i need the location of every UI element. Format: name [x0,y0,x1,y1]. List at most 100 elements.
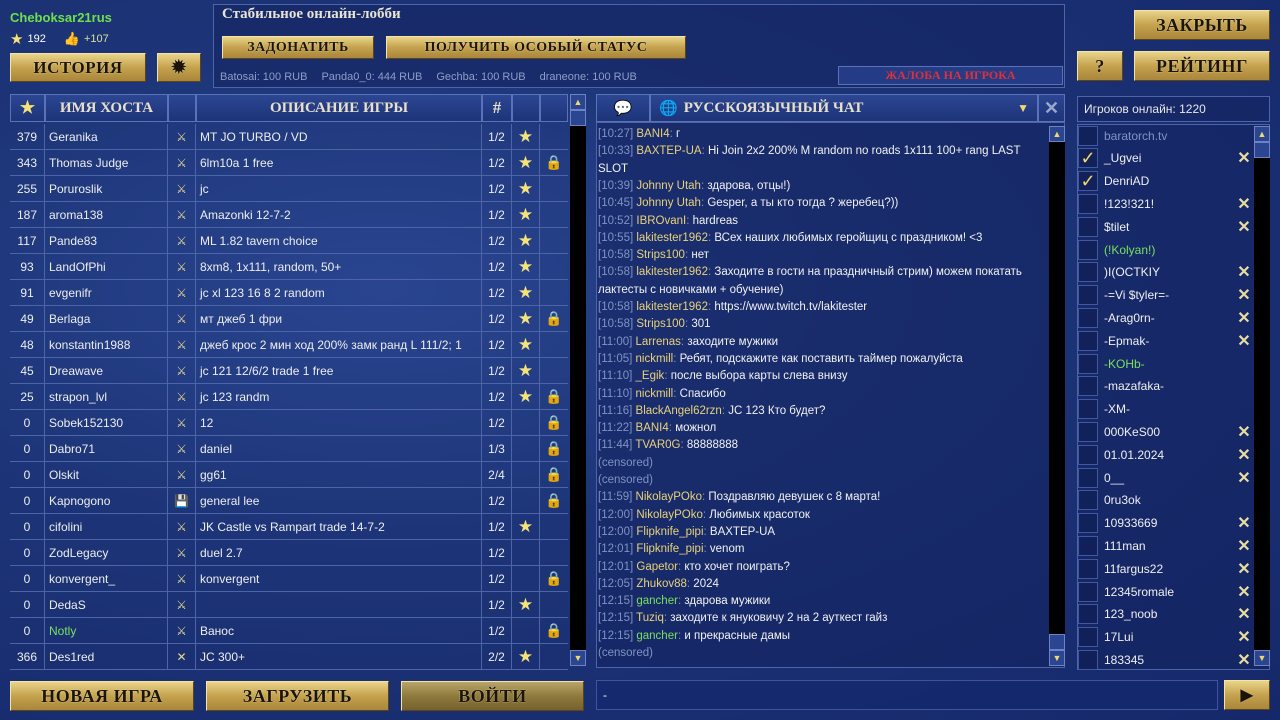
player-checkbox[interactable] [1078,627,1098,648]
message-author[interactable]: gancher [636,629,678,642]
player-item[interactable]: 10933669 ✕ [1078,512,1254,535]
game-row[interactable]: 187 aroma138 ⚔ Amazonki 12-7-2 1/2 ★ [10,202,568,228]
player-checkbox[interactable]: ✓ [1078,148,1098,169]
message-author[interactable]: BANI4 [636,128,670,140]
message-author[interactable]: lakitester1962 [636,231,708,244]
player-item[interactable]: 01.01.2024 ✕ [1078,443,1254,466]
lock-header[interactable] [540,94,568,122]
game-row[interactable]: 0 Kapnogono 💾 general lee 1/2 🔒 [10,488,568,514]
game-row[interactable]: 0 Dabro71 ⚔ daniel 1/3 🔒 [10,436,568,462]
player-checkbox[interactable] [1078,216,1098,237]
player-item[interactable]: 123_noob ✕ [1078,603,1254,626]
players-scrollbar[interactable] [1254,126,1270,666]
player-checkbox[interactable] [1078,558,1098,579]
game-description-header[interactable]: ОПИСАНИЕ ИГРЫ [196,94,482,122]
game-row[interactable]: 366 Des1red ✕ JC 300+ 2/2 ★ [10,644,568,670]
player-checkbox[interactable] [1078,239,1098,260]
game-row[interactable]: 379 Geranika ⚔ MT JO TURBO / VD 1/2 ★ [10,124,568,150]
close-chat-button[interactable]: ✕ [1038,94,1065,122]
game-row[interactable]: 117 Pande83 ⚔ ML 1.82 tavern choice 1/2 … [10,228,568,254]
player-item[interactable]: 12345romale ✕ [1078,580,1254,603]
scroll-thumb[interactable] [1049,634,1065,650]
game-row[interactable]: 0 konvergent_ ⚔ konvergent 1/2 🔒 [10,566,568,592]
game-row[interactable]: 0 cifolini ⚔ JK Castle vs Rampart trade … [10,514,568,540]
player-item[interactable]: 0__ ✕ [1078,466,1254,489]
scroll-thumb[interactable] [1254,142,1270,158]
star-header[interactable] [512,94,540,122]
game-row[interactable]: 91 evgenifr ⚔ jc xl 123 16 8 2 random 1/… [10,280,568,306]
message-author[interactable]: NikolayPOko [635,491,702,504]
host-name-header[interactable]: ИМЯ ХОСТА [45,94,168,122]
player-item[interactable]: -Epmak- ✕ [1078,329,1254,352]
player-checkbox[interactable] [1078,513,1098,534]
special-status-button[interactable]: ПОЛУЧИТЬ ОСОБЫЙ СТАТУС [386,36,686,59]
chat-input[interactable]: - [596,680,1218,710]
message-author[interactable]: Flipknife_pipi [636,525,704,538]
scroll-up-arrow-icon[interactable]: ▲ [1049,126,1065,142]
send-message-button[interactable]: ▶ [1224,680,1270,710]
message-author[interactable]: Larrenas [635,335,681,348]
game-row[interactable]: 0 Notly ⚔ Ванос 1/2 🔒 [10,618,568,644]
player-checkbox[interactable] [1078,467,1098,488]
player-item[interactable]: -Arag0rn- ✕ [1078,306,1254,329]
rating-button[interactable]: РЕЙТИНГ [1134,51,1270,81]
message-author[interactable]: Zhukov88 [636,577,687,590]
new-game-button[interactable]: НОВАЯ ИГРА [10,681,194,711]
report-player-button[interactable]: ЖАЛОБА НА ИГРОКА [838,66,1063,85]
player-checkbox[interactable] [1078,444,1098,465]
scroll-down-arrow-icon[interactable]: ▼ [1049,650,1065,666]
chat-rooms-button[interactable]: 💬 [596,94,650,122]
game-row[interactable]: 45 Dreawave ⚔ jc 121 12/6/2 trade 1 free… [10,358,568,384]
player-checkbox[interactable] [1078,376,1098,397]
message-author[interactable]: BAXTEP-UA [636,145,702,158]
player-item[interactable]: 0ru3ok [1078,489,1254,512]
player-item[interactable]: 111man ✕ [1078,534,1254,557]
player-item[interactable]: ✓ _Ugvei ✕ [1078,147,1254,170]
help-button[interactable]: ? [1077,51,1123,81]
message-author[interactable]: lakitester1962 [636,301,708,313]
message-author[interactable]: lakitester1962 [636,266,708,279]
player-item[interactable]: ✓ DenriAD [1078,170,1254,193]
player-item[interactable]: 183345 ✕ [1078,648,1254,671]
type-header[interactable] [168,94,196,122]
message-author[interactable]: _Egik [635,370,665,383]
message-author[interactable]: Strips100 [636,249,685,262]
scroll-down-arrow-icon[interactable]: ▼ [1254,650,1270,666]
settings-button[interactable]: ✹ [157,53,201,82]
player-item[interactable]: -=Vi $tyler=- ✕ [1078,284,1254,307]
player-item[interactable]: (!Kolyan!) [1078,238,1254,261]
history-button[interactable]: ИСТОРИЯ [10,53,146,82]
game-row[interactable]: 49 Berlaga ⚔ мт джеб 1 фри 1/2 ★ 🔒 [10,306,568,332]
game-row[interactable]: 255 Poruroslik ⚔ jc 1/2 ★ [10,176,568,202]
player-checkbox[interactable] [1078,125,1098,146]
game-row[interactable]: 0 ZodLegacy ⚔ duel 2.7 1/2 [10,540,568,566]
sort-rating-header[interactable]: ★ [10,94,45,122]
join-game-button[interactable]: ВОЙТИ [401,681,584,711]
game-row[interactable]: 0 Olskit ⚔ gg61 2/4 🔒 [10,462,568,488]
game-row[interactable]: 25 strapon_lvl ⚔ jc 123 randm 1/2 ★ 🔒 [10,384,568,410]
message-author[interactable]: BANI4 [635,422,669,435]
game-row[interactable]: 343 Thomas Judge ⚔ 6lm10a 1 free 1/2 ★ 🔒 [10,150,568,176]
player-item[interactable]: -XM- [1078,398,1254,421]
message-author[interactable]: BlackAngel62rzn [635,404,722,417]
player-checkbox[interactable] [1078,193,1098,214]
game-row[interactable]: 0 DedaS ⚔ 1/2 ★ [10,592,568,618]
player-checkbox[interactable] [1078,490,1098,511]
message-author[interactable]: Tuziq [636,612,664,625]
donate-button[interactable]: ЗАДОНАТИТЬ [222,36,374,59]
player-item[interactable]: !123!321! ✕ [1078,192,1254,215]
games-scrollbar[interactable] [570,94,586,666]
player-checkbox[interactable] [1078,604,1098,625]
player-checkbox[interactable] [1078,399,1098,420]
player-item[interactable]: -mazafaka- [1078,375,1254,398]
player-checkbox[interactable] [1078,535,1098,556]
message-author[interactable]: nickmill [635,352,674,365]
message-author[interactable]: Strips100 [636,318,685,331]
player-item[interactable]: 000KeS00 ✕ [1078,420,1254,443]
scroll-thumb[interactable] [570,110,586,126]
game-row[interactable]: 0 Sobek152130 ⚔ 12 1/2 🔒 [10,410,568,436]
message-author[interactable]: Johnny Utah [636,179,701,192]
player-checkbox[interactable] [1078,353,1098,374]
message-author[interactable]: Johnny Utah [636,197,701,210]
player-checkbox[interactable] [1078,330,1098,351]
